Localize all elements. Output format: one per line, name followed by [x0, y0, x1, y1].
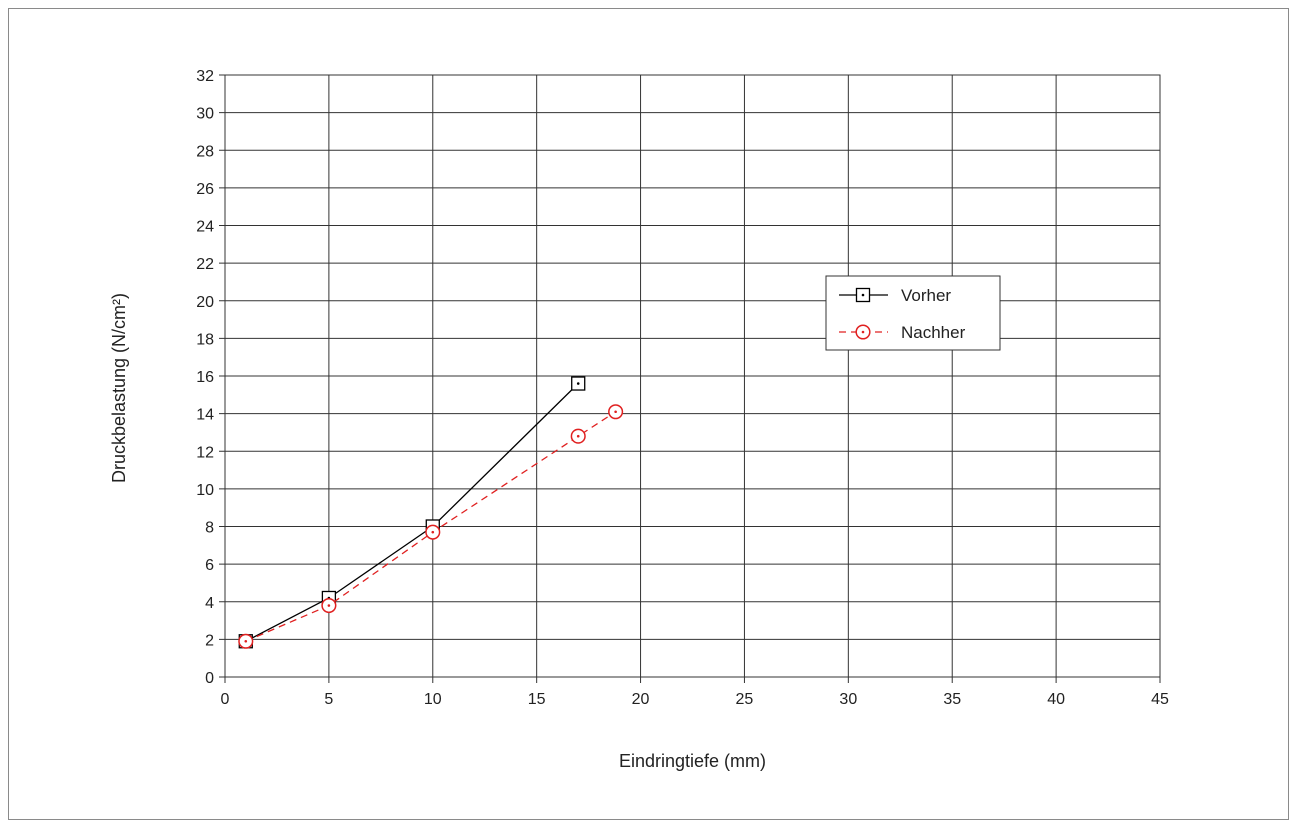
x-tick-label: 45: [1151, 691, 1169, 708]
x-tick-label: 15: [528, 691, 546, 708]
data-point: [425, 524, 441, 540]
y-tick-label: 24: [196, 219, 214, 236]
y-tick-label: 30: [196, 106, 214, 123]
y-tick-label: 26: [196, 181, 214, 198]
y-tick-label: 32: [196, 68, 214, 85]
grid: [219, 74, 1161, 683]
legend-item: Vorher: [839, 286, 951, 305]
series-line: [245, 383, 579, 642]
y-tick-label: 10: [196, 482, 214, 499]
y-tick-label: 14: [196, 407, 214, 424]
y-tick-label: 4: [205, 595, 214, 612]
data-point: [238, 633, 254, 649]
marker-dot: [614, 410, 617, 414]
x-tick-label: 10: [424, 691, 442, 708]
marker-dot: [576, 382, 580, 385]
y-tick-label: 8: [205, 520, 214, 537]
y-tick-label: 0: [205, 670, 214, 687]
chart-frame: [8, 8, 1289, 820]
data-point: [608, 404, 624, 420]
marker-dot: [576, 434, 580, 438]
data-point: [321, 597, 337, 614]
y-tick-label: 22: [196, 256, 214, 273]
plot-border: [224, 74, 1161, 678]
x-tick-label: 5: [324, 691, 333, 708]
y-tick-label: 20: [196, 294, 214, 311]
series-nachher: [238, 404, 624, 649]
marker-dot: [861, 330, 865, 334]
legend-label: Vorher: [901, 286, 951, 305]
x-tick-label: 30: [839, 691, 857, 708]
data-point: [571, 376, 586, 391]
x-tick-label: 40: [1047, 691, 1065, 708]
y-tick-label: 12: [196, 444, 214, 461]
x-tick-label: 20: [632, 691, 650, 708]
marker-dot: [861, 293, 865, 297]
series-layer: [238, 376, 624, 649]
y-tick-label: 2: [205, 632, 214, 649]
legend-label: Nachher: [901, 323, 966, 342]
x-tick-label: 35: [943, 691, 961, 708]
y-axis-title: Druckbelastung (N/cm²): [109, 293, 129, 483]
y-tick-label: 6: [205, 557, 214, 574]
marker-dot: [244, 639, 248, 643]
legend: Vorher Nachher: [825, 275, 1001, 351]
data-point: [570, 428, 586, 444]
y-tick-label: 18: [196, 331, 214, 348]
marker-dot: [431, 530, 435, 534]
legend-box: [825, 275, 1001, 351]
marker-dot: [327, 604, 331, 607]
series-vorher: [238, 376, 586, 649]
x-tick-label: 0: [221, 691, 230, 708]
x-tick-label: 25: [736, 691, 754, 708]
legend-item: Nachher: [839, 323, 966, 342]
x-axis-title: Eindringtiefe (mm): [619, 751, 766, 771]
x-tick-labels: 0 5 10 15 20 25 30 35 40 45: [221, 691, 1169, 708]
y-tick-label: 28: [196, 143, 214, 160]
y-tick-label: 16: [196, 369, 214, 386]
